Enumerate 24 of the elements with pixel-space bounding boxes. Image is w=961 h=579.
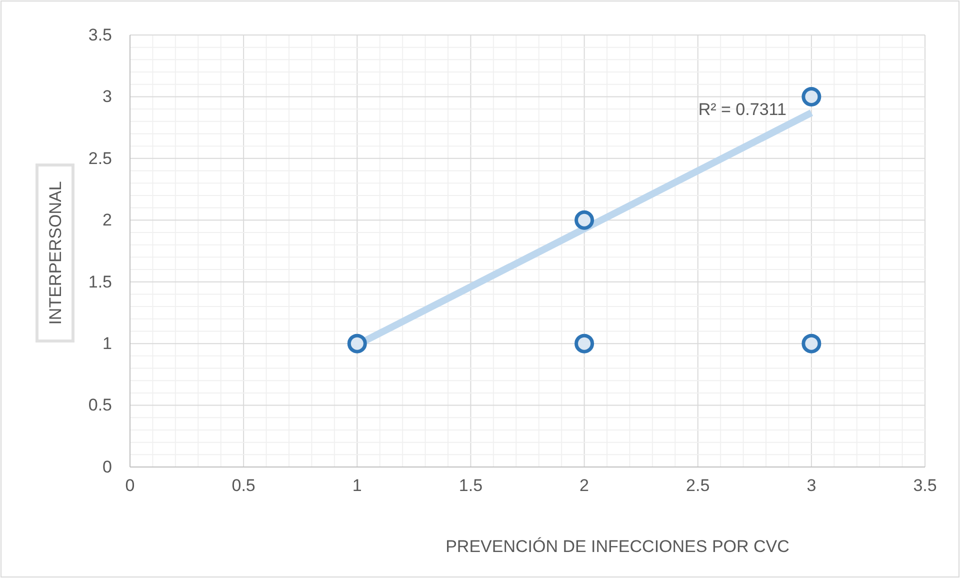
y-tick-label: 0 <box>102 457 112 476</box>
y-tick-label: 3 <box>102 87 112 106</box>
x-tick-label: 2 <box>580 476 590 496</box>
y-tick-label: 2.5 <box>88 148 112 168</box>
annotation: R² = 0.7311 <box>698 100 786 119</box>
point <box>574 334 594 354</box>
x-tick-label: 2.5 <box>686 476 710 496</box>
x-axis-title: PREVENCIÓN DE INFECCIONES POR CVC <box>446 537 790 556</box>
point <box>574 210 594 230</box>
y-tick-label: 3.5 <box>88 25 112 44</box>
point <box>347 334 367 354</box>
x-tick-label: 3.5 <box>913 476 937 496</box>
x-tick-label: 1 <box>352 476 362 496</box>
point <box>802 334 822 354</box>
x-tick-label: 1.5 <box>458 476 483 496</box>
y-tick-label: 1.5 <box>88 272 112 292</box>
x-tick-label: 3 <box>806 476 816 496</box>
y-tick-label: 0.5 <box>88 396 112 415</box>
point <box>802 86 822 106</box>
x-tick-label: 0.5 <box>232 476 256 496</box>
y-tick-label: 1 <box>102 334 112 354</box>
y-tick-label: 2 <box>102 210 112 230</box>
y-axis-title: INTERPERSONAL <box>46 181 65 325</box>
x-tick-label: 0 <box>125 476 135 496</box>
